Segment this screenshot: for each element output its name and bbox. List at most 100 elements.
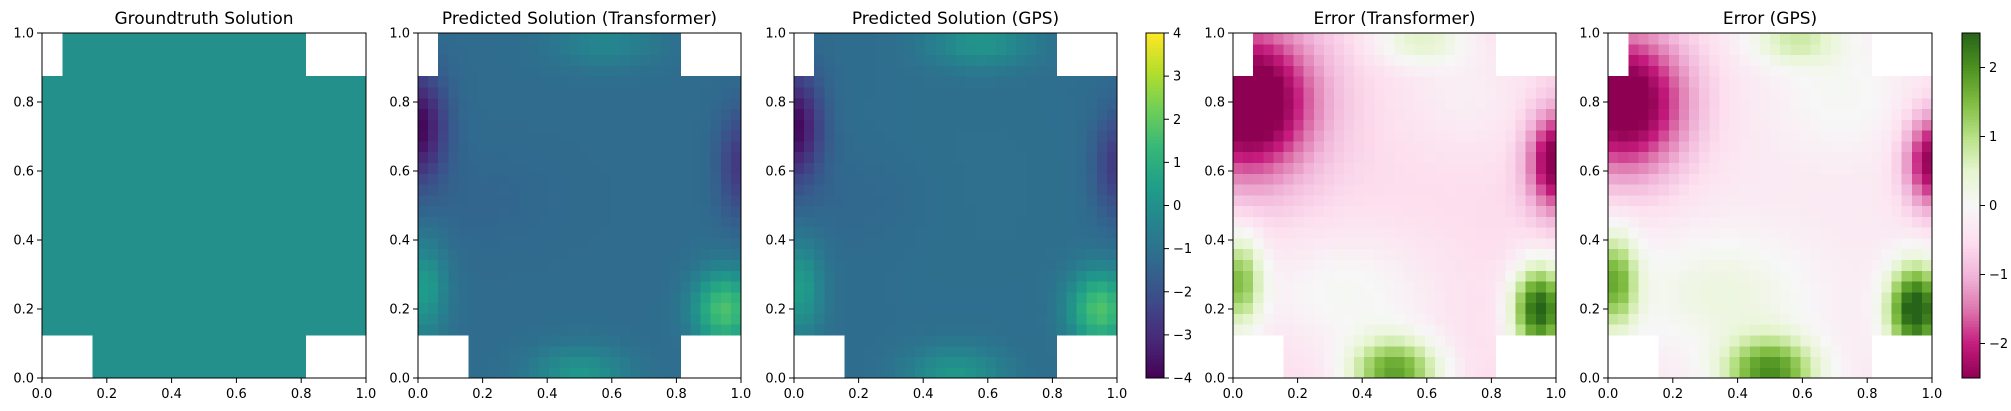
heatmap-cell [498, 33, 510, 45]
heatmap-cell [102, 54, 114, 66]
heatmap-cell [1233, 270, 1244, 282]
heatmap-cell [193, 302, 205, 314]
heatmap-cell [1086, 119, 1098, 131]
heatmap-cell [1076, 194, 1088, 207]
heatmap-cell [1678, 248, 1690, 261]
heatmap-cell [730, 313, 742, 325]
y-tick-label: 1.0 [1204, 27, 1225, 42]
heatmap-cell [1404, 237, 1416, 250]
heatmap-cell [640, 356, 651, 368]
heatmap-cell [1026, 183, 1037, 196]
heatmap-cell [488, 367, 500, 379]
y-tick-label: 0.0 [1204, 372, 1225, 387]
heatmap-cell [975, 108, 987, 120]
heatmap-cell [1618, 280, 1629, 293]
heatmap-cell [539, 205, 550, 217]
heatmap-cell [1820, 54, 1832, 66]
heatmap-cell [905, 216, 916, 228]
heatmap-cell [234, 313, 246, 325]
colorbar-segment [1146, 125, 1164, 129]
heatmap-cell [834, 65, 846, 77]
heatmap-cell [1638, 270, 1650, 282]
heatmap-cell [579, 108, 591, 120]
axes-frame [793, 32, 1118, 379]
heatmap-cell [193, 119, 205, 131]
heatmap-cell [1384, 259, 1396, 271]
heatmap-cell [274, 33, 286, 45]
heatmap-cell [884, 356, 896, 368]
heatmap-cell [1851, 280, 1862, 293]
heatmap-cell [1404, 65, 1416, 77]
heatmap-cell [629, 324, 641, 336]
heatmap-cell [619, 313, 631, 325]
heatmap-cell [143, 183, 154, 196]
heatmap-cell [670, 33, 682, 45]
heatmap-cell [720, 173, 732, 185]
heatmap-cell [1323, 130, 1335, 142]
heatmap-cell [1036, 313, 1047, 325]
heatmap-cell [1444, 76, 1456, 88]
heatmap-cell [1404, 302, 1416, 314]
heatmap-cell [1749, 173, 1761, 185]
heatmap-cell [834, 227, 846, 239]
heatmap-cell [52, 194, 63, 207]
heatmap-cell [1323, 334, 1335, 347]
heatmap-cell [1689, 86, 1700, 99]
heatmap-cell [1739, 259, 1751, 271]
heatmap-cell [488, 151, 500, 163]
heatmap-cell [824, 130, 835, 142]
heatmap-cell [1638, 65, 1650, 77]
heatmap-cell [1404, 130, 1416, 142]
heatmap-cell [1303, 97, 1315, 110]
heatmap-cell [1404, 33, 1416, 45]
heatmap-cell [183, 237, 195, 250]
heatmap-cell [1323, 356, 1335, 368]
heatmap-cell [1658, 54, 1670, 66]
heatmap-cell [193, 194, 205, 207]
heatmap-cell [1005, 270, 1017, 282]
heatmap-cell [72, 86, 84, 99]
heatmap-cell [153, 324, 165, 336]
heatmap-cell [804, 313, 815, 325]
heatmap-cell [1253, 130, 1264, 142]
heatmap-cell [1283, 302, 1295, 314]
heatmap-cell [102, 280, 114, 293]
heatmap-cell [143, 43, 154, 56]
heatmap-cell [619, 108, 631, 120]
heatmap-cell [1273, 194, 1285, 207]
heatmap-cell [955, 43, 967, 56]
heatmap-cell [82, 237, 94, 250]
heatmap-cell [844, 86, 856, 99]
heatmap-cell [1455, 345, 1466, 358]
heatmap-cell [1364, 33, 1375, 45]
heatmap-cell [975, 302, 987, 314]
colorbar-segment [1146, 41, 1164, 46]
heatmap-cell [1016, 313, 1027, 325]
heatmap-cell [609, 345, 621, 358]
heatmap-cell [1871, 194, 1882, 207]
heatmap-cell [204, 86, 215, 99]
heatmap-cell [1749, 65, 1761, 77]
heatmap-cell [700, 183, 712, 196]
heatmap-cell [418, 119, 429, 131]
heatmap-cell [965, 270, 977, 282]
heatmap-cell [52, 280, 63, 293]
heatmap-cell [599, 173, 611, 185]
colorbar-segment [1146, 219, 1164, 224]
heatmap-cell [1424, 108, 1436, 120]
heatmap-cell [458, 291, 470, 304]
heatmap-cell [1840, 162, 1852, 174]
heatmap-cell [804, 86, 815, 99]
heatmap-cell [1016, 86, 1027, 99]
heatmap-cell [894, 119, 906, 131]
heatmap-cell [1699, 248, 1710, 261]
y-tick-label: 0.2 [765, 303, 786, 318]
heatmap-cell [710, 324, 722, 336]
heatmap-cell [1739, 33, 1751, 45]
heatmap-cell [1759, 54, 1771, 66]
heatmap-cell [834, 97, 846, 110]
heatmap-cell [163, 227, 175, 239]
heatmap-cell [1800, 345, 1812, 358]
heatmap-cell [183, 302, 195, 314]
